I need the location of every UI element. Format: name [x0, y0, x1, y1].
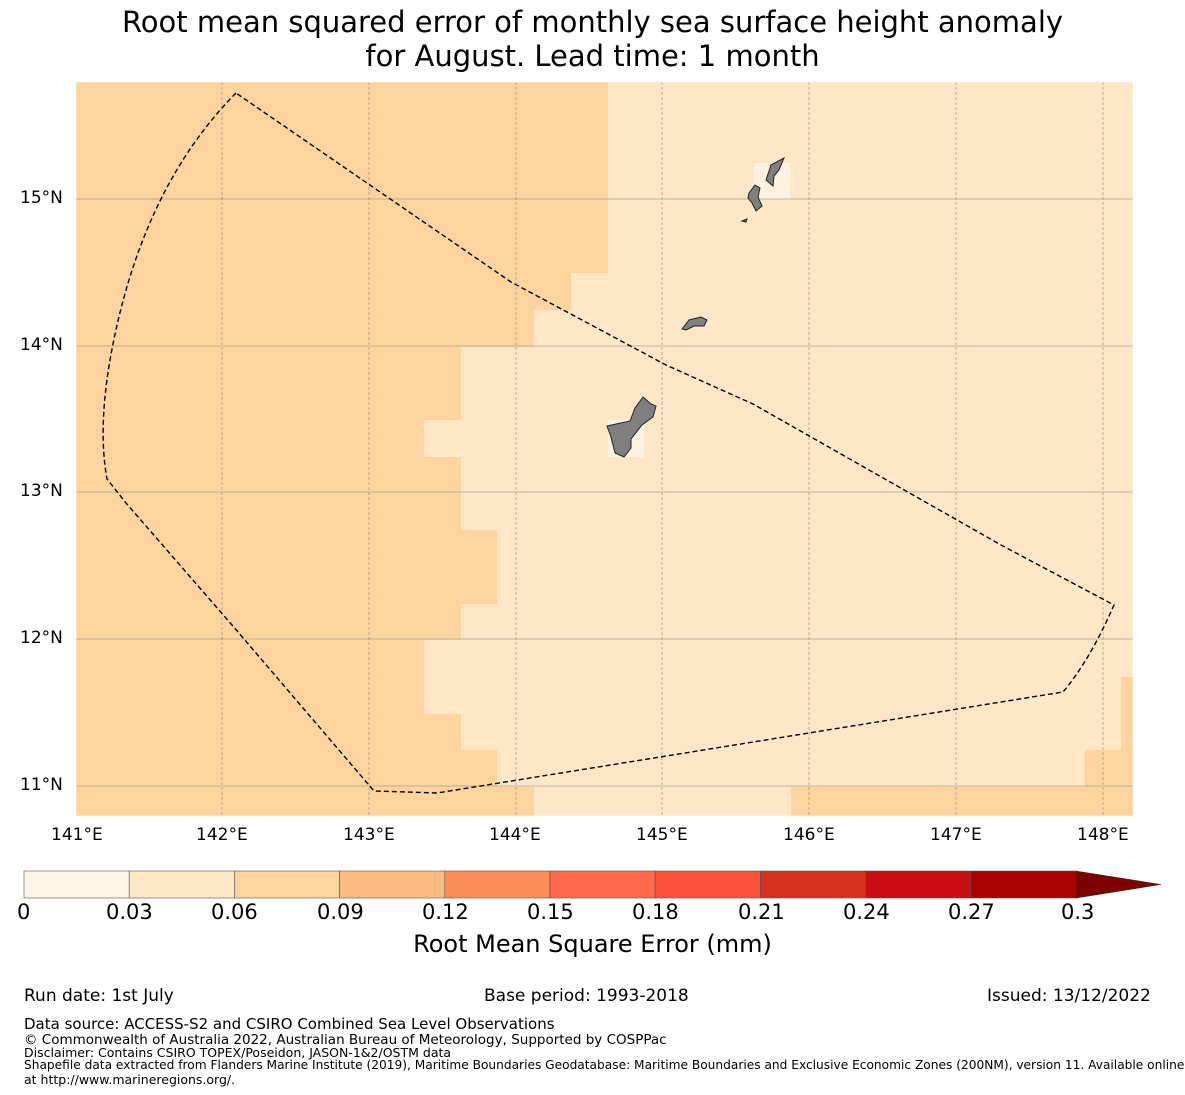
colorbar-tick-03: 0.3	[1061, 900, 1095, 924]
shapefile-credit-line1: Shapefile data extracted from Flanders M…	[24, 1058, 1185, 1072]
gridlines	[221, 82, 1104, 816]
colorbar-bin-4	[444, 870, 551, 899]
lat-label-11n: 11°N	[20, 775, 63, 795]
colorbar-bin-7	[760, 870, 866, 899]
base-period: Base period: 1993-2018	[484, 986, 689, 1006]
map-frame	[75, 81, 1134, 817]
lon-label-143e: 143°E	[343, 825, 395, 845]
colorbar-bin-9	[970, 870, 1077, 899]
island-saipan	[765, 156, 786, 188]
colorbar-bin-5	[549, 870, 656, 899]
colorbar-tick-003: 0.03	[106, 900, 153, 924]
map-title-line2: for August. Lead time: 1 month	[365, 39, 820, 73]
island-tinian	[747, 184, 763, 212]
lat-label-13n: 13°N	[20, 481, 63, 501]
lon-label-146e: 146°E	[783, 825, 835, 845]
colorbar-bin-6	[654, 870, 761, 899]
colorbar-bin-3	[339, 870, 446, 899]
gridlines-lat	[76, 198, 1133, 787]
rmse-map	[23, 81, 1162, 899]
colorbar-label: Root Mean Square Error (mm)	[413, 930, 772, 958]
colorbar-tick-006: 0.06	[211, 900, 258, 924]
colorbar-tick-018: 0.18	[632, 900, 679, 924]
data-source: Data source: ACCESS-S2 and CSIRO Combine…	[24, 1015, 555, 1033]
colorbar-bin-8	[865, 870, 972, 899]
run-date: Run date: 1st July	[24, 986, 174, 1006]
lon-label-148e: 148°E	[1077, 825, 1129, 845]
colorbar-bin-2	[234, 870, 340, 899]
rmse-field	[76, 82, 1133, 816]
colorbar	[23, 870, 1162, 899]
colorbar-extend-arrow	[1075, 870, 1162, 899]
copyright-notice: © Commonwealth of Australia 2022, Austra…	[24, 1032, 667, 1048]
colorbar-bin-1	[128, 870, 235, 899]
colorbar-tick-024: 0.24	[843, 900, 890, 924]
land	[606, 156, 786, 458]
island-aguijan	[740, 218, 748, 223]
lon-label-145e: 145°E	[636, 825, 688, 845]
colorbar-tick-009: 0.09	[317, 900, 364, 924]
lon-label-142e: 142°E	[196, 825, 248, 845]
eez-boundary	[102, 92, 1115, 794]
colorbar-tick-027: 0.27	[948, 900, 995, 924]
lat-label-12n: 12°N	[20, 628, 63, 648]
island-guam	[606, 396, 657, 458]
lat-label-15n: 15°N	[20, 188, 63, 208]
issued-date: Issued: 13/12/2022	[987, 986, 1151, 1006]
lat-label-14n: 14°N	[20, 335, 63, 355]
lon-label-141e: 141°E	[51, 825, 103, 845]
disclaimer: Disclaimer: Contains CSIRO TOPEX/Poseido…	[24, 1045, 452, 1060]
colorbar-tick-021: 0.21	[738, 900, 785, 924]
lon-label-147e: 147°E	[930, 825, 982, 845]
colorbar-tick-0: 0	[17, 900, 31, 924]
colorbar-bin-0	[23, 870, 130, 899]
lon-label-144e: 144°E	[489, 825, 541, 845]
shapefile-credit-line2: at http://www.marineregions.org/.	[24, 1072, 236, 1087]
colorbar-tick-015: 0.15	[527, 900, 574, 924]
island-rota	[681, 316, 708, 331]
colorbar-tick-012: 0.12	[422, 900, 469, 924]
map-title-line1: Root mean squared error of monthly sea s…	[121, 5, 1064, 39]
